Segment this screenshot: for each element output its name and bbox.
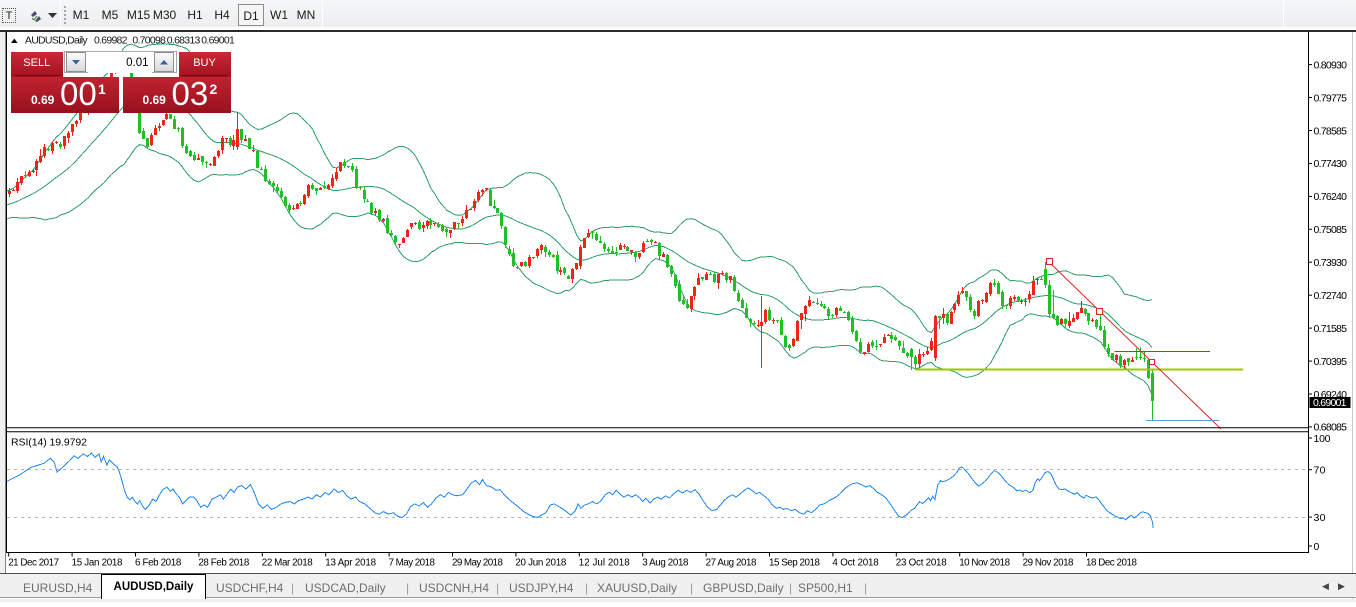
svg-text:0.75085: 0.75085 bbox=[1314, 224, 1348, 236]
svg-text:0.71585: 0.71585 bbox=[1314, 323, 1348, 335]
svg-text:AUDUSD,Daily: AUDUSD,Daily bbox=[25, 35, 88, 47]
svg-text:6 Feb 2018: 6 Feb 2018 bbox=[135, 558, 182, 569]
svg-text:29 Nov 2018: 29 Nov 2018 bbox=[1023, 558, 1074, 569]
svg-text:0.79775: 0.79775 bbox=[1314, 92, 1348, 104]
svg-text:0.69001: 0.69001 bbox=[1313, 397, 1347, 409]
svg-text:4 Oct 2018: 4 Oct 2018 bbox=[832, 558, 879, 569]
svg-text:0.76240: 0.76240 bbox=[1314, 191, 1348, 203]
svg-text:0: 0 bbox=[1314, 541, 1320, 553]
svg-text:0.69982: 0.69982 bbox=[94, 35, 128, 47]
svg-text:0.70395: 0.70395 bbox=[1314, 356, 1348, 368]
svg-text:0.80930: 0.80930 bbox=[1314, 59, 1348, 71]
svg-text:29 May 2018: 29 May 2018 bbox=[452, 558, 503, 569]
svg-text:30: 30 bbox=[1314, 512, 1326, 524]
svg-text:22 Mar 2018: 22 Mar 2018 bbox=[262, 558, 313, 569]
svg-text:0.70098: 0.70098 bbox=[132, 35, 166, 47]
svg-text:23 Oct 2018: 23 Oct 2018 bbox=[896, 558, 947, 569]
svg-text:0.73930: 0.73930 bbox=[1314, 257, 1348, 269]
svg-text:28 Feb 2018: 28 Feb 2018 bbox=[198, 558, 249, 569]
svg-text:100: 100 bbox=[1314, 433, 1331, 445]
svg-text:15 Sep 2018: 15 Sep 2018 bbox=[769, 558, 820, 569]
svg-text:20 Jun 2018: 20 Jun 2018 bbox=[515, 558, 566, 569]
svg-text:13 Apr 2018: 13 Apr 2018 bbox=[325, 558, 376, 569]
svg-text:3 Aug 2018: 3 Aug 2018 bbox=[642, 558, 689, 569]
svg-text:18 Dec 2018: 18 Dec 2018 bbox=[1086, 558, 1137, 569]
svg-text:0.68313: 0.68313 bbox=[167, 35, 201, 47]
svg-text:0.78585: 0.78585 bbox=[1314, 125, 1348, 137]
svg-text:10 Nov 2018: 10 Nov 2018 bbox=[959, 558, 1010, 569]
svg-text:70: 70 bbox=[1314, 465, 1326, 477]
svg-text:12 Jul 2018: 12 Jul 2018 bbox=[579, 558, 630, 569]
svg-text:7 May 2018: 7 May 2018 bbox=[389, 558, 436, 569]
svg-text:RSI(14) 19.9792: RSI(14) 19.9792 bbox=[11, 437, 87, 449]
svg-text:0.77430: 0.77430 bbox=[1314, 158, 1348, 170]
svg-text:21 Dec 2017: 21 Dec 2017 bbox=[8, 558, 59, 569]
svg-text:0.72740: 0.72740 bbox=[1314, 290, 1348, 302]
svg-text:27 Aug 2018: 27 Aug 2018 bbox=[706, 558, 757, 569]
svg-text:0.69001: 0.69001 bbox=[201, 35, 235, 47]
svg-text:0.68085: 0.68085 bbox=[1314, 422, 1348, 434]
svg-text:15 Jan 2018: 15 Jan 2018 bbox=[72, 558, 123, 569]
